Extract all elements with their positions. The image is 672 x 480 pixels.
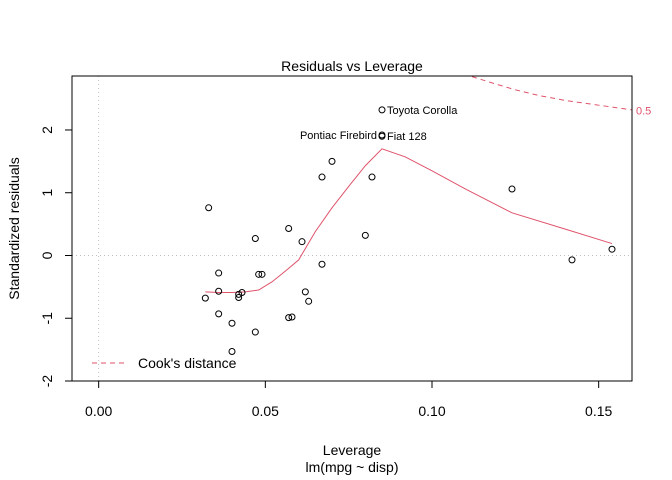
chart-title: Residuals vs Leverage	[281, 58, 423, 74]
point-labels: Toyota Corolla Pontiac Firebird Fiat 128	[300, 105, 458, 143]
data-point	[328, 157, 336, 165]
data-point	[251, 328, 259, 336]
smooth-fit-line	[205, 148, 613, 294]
cooks-distance-contour: 0.5	[471, 76, 651, 117]
point-label: Fiat 128	[387, 131, 427, 143]
data-point	[215, 310, 223, 318]
data-point	[251, 235, 259, 243]
cooks-contour-line	[471, 76, 633, 111]
data-point	[305, 297, 313, 305]
y-tick-label: 2	[39, 126, 55, 134]
x-tick-label: 0.15	[585, 403, 612, 419]
y-tick-label: 0	[39, 251, 55, 259]
plot-frame	[71, 75, 633, 382]
data-point	[301, 288, 309, 296]
data-point	[285, 314, 293, 322]
data-point	[608, 245, 616, 253]
reference-lines	[72, 76, 632, 381]
data-point	[378, 106, 386, 114]
smooth-line	[205, 148, 613, 294]
data-point	[235, 294, 243, 302]
data-point	[235, 290, 243, 298]
data-point	[255, 270, 263, 278]
x-axis-label: Leverage	[323, 442, 382, 458]
data-point	[215, 269, 223, 277]
data-point	[318, 173, 326, 181]
data-point	[215, 287, 223, 295]
cooks-contour-label: 0.5	[636, 105, 651, 117]
data-point	[238, 289, 246, 297]
point-label: Pontiac Firebird	[300, 130, 377, 142]
legend: Cook's distance	[92, 355, 237, 371]
legend-label: Cook's distance	[138, 355, 237, 371]
data-points	[201, 106, 616, 356]
x-axis: 0.00 0.05 0.10 0.15	[85, 380, 613, 419]
y-tick-label: -2	[39, 375, 55, 388]
x-tick-label: 0.00	[85, 403, 112, 419]
x-axis-sublabel: lm(mpg ~ disp)	[306, 459, 399, 475]
data-point	[201, 294, 209, 302]
data-point	[228, 319, 236, 327]
data-point	[258, 270, 266, 278]
data-point	[288, 313, 296, 321]
data-point	[318, 260, 326, 268]
y-tick-label: 1	[39, 189, 55, 197]
data-point	[508, 185, 516, 193]
x-tick-label: 0.05	[252, 403, 279, 419]
x-tick-label: 0.10	[418, 403, 445, 419]
y-tick-label: -1	[39, 312, 55, 325]
data-point	[568, 256, 576, 264]
data-point	[298, 238, 306, 246]
data-point	[361, 231, 369, 239]
data-point	[228, 348, 236, 356]
y-axis: -2 -1 0 1 2	[39, 126, 73, 388]
data-point	[378, 131, 386, 139]
data-point	[285, 225, 293, 232]
y-axis-label: Standardized residuals	[6, 157, 22, 299]
point-label: Toyota Corolla	[387, 105, 458, 117]
data-point	[368, 173, 376, 181]
data-point	[205, 204, 213, 212]
